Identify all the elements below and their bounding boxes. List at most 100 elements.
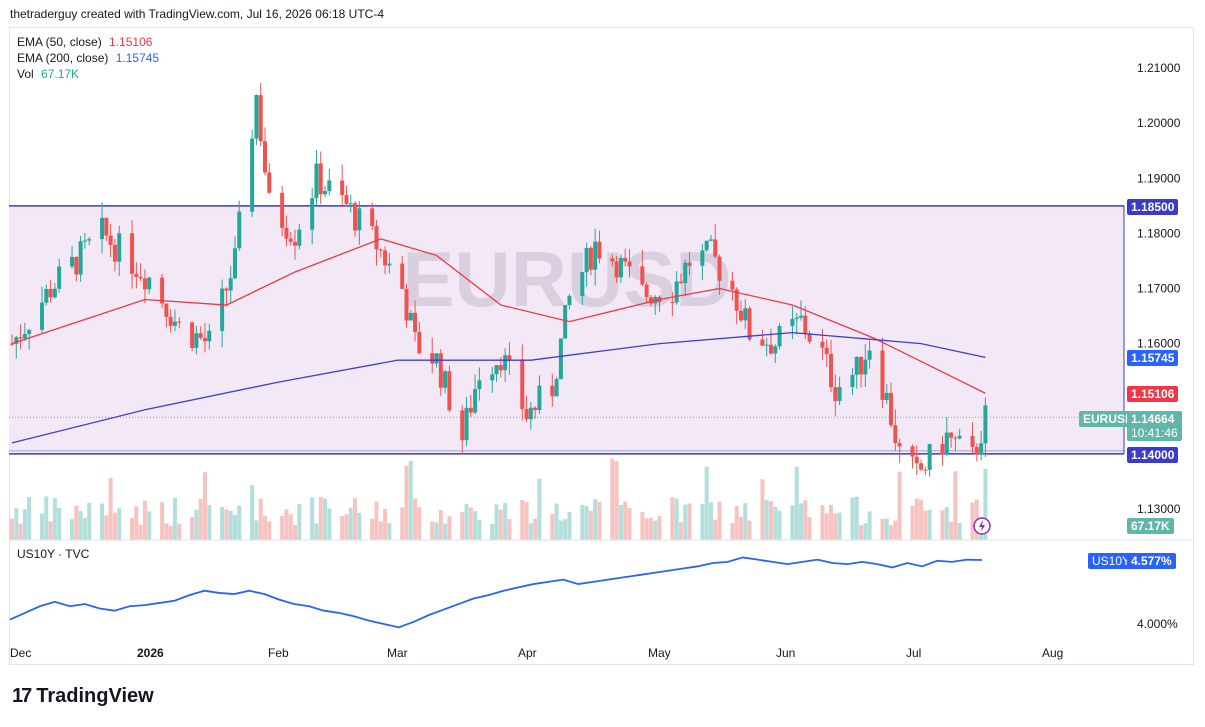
- volume-bar: [284, 509, 289, 540]
- volume-bar: [78, 511, 83, 540]
- candle-body: [803, 315, 808, 334]
- candle-body: [914, 456, 919, 464]
- volume-bar: [687, 503, 692, 540]
- volume-bar: [503, 503, 508, 540]
- legend-ema200[interactable]: EMA (200, close) 1.15745: [17, 50, 159, 66]
- candle-body: [288, 238, 293, 242]
- us10y-pane-title[interactable]: US10Y · TVC: [17, 547, 90, 561]
- volume-bar: [134, 506, 139, 540]
- volume-bar: [550, 514, 555, 540]
- volume-bar: [293, 525, 298, 540]
- volume-bar: [387, 523, 392, 540]
- candle-body: [117, 233, 122, 262]
- volume-bar: [640, 511, 645, 540]
- volume-bar: [644, 518, 649, 540]
- volume-bar: [297, 504, 302, 540]
- candle-body: [563, 305, 568, 339]
- volume-bar: [914, 498, 919, 540]
- volume-bar: [228, 510, 233, 540]
- volume-bar: [408, 460, 413, 540]
- candle-body: [168, 316, 173, 326]
- volume-bar: [172, 498, 177, 540]
- volume-bar: [889, 525, 894, 540]
- volume-bar: [48, 521, 53, 540]
- candle-body: [78, 241, 83, 275]
- candle-body: [730, 280, 735, 290]
- ema50-price-tag: 1.15106: [1127, 386, 1179, 402]
- candle-body: [618, 257, 623, 278]
- volume-bar: [460, 512, 465, 540]
- volume-bar: [957, 522, 962, 540]
- candle-body: [40, 302, 45, 330]
- volume-bar: [923, 510, 928, 540]
- candle-body: [949, 432, 954, 438]
- candle-body: [27, 329, 32, 335]
- volume-bar: [799, 503, 804, 540]
- candle-body: [408, 312, 413, 321]
- tradingview-logo[interactable]: 17 TradingView: [12, 685, 154, 708]
- volume-bar: [198, 499, 203, 540]
- candles[interactable]: [10, 82, 988, 477]
- volume-bar: [717, 501, 722, 540]
- candle-body: [250, 138, 255, 212]
- time-tick: Dec: [10, 646, 31, 660]
- candle-body: [284, 227, 289, 239]
- volume-bar: [100, 503, 105, 540]
- candle-body: [593, 241, 598, 270]
- candle-body: [747, 308, 752, 340]
- candle-body: [644, 284, 649, 298]
- candle-body: [220, 288, 225, 331]
- legend-ema200-label: EMA (200, close): [17, 51, 109, 65]
- volume-bar: [280, 516, 285, 540]
- candle-body: [108, 235, 113, 245]
- candle-body: [344, 194, 349, 204]
- volume-bar: [713, 519, 718, 540]
- candle-body: [944, 432, 949, 455]
- volume-bar: [859, 525, 864, 540]
- volume-bar: [138, 524, 143, 540]
- ema200-line[interactable]: [11, 331, 986, 444]
- price-axis[interactable]: 1.21000 1.20000 1.19000 1.18000 1.17000 1.160…: [1137, 61, 1181, 631]
- volume-bar: [537, 478, 542, 540]
- us10y-line[interactable]: [9, 556, 983, 629]
- candle-body: [507, 355, 512, 360]
- volume-bar: [558, 520, 563, 540]
- candle-body: [430, 353, 435, 364]
- volume-bar: [258, 498, 263, 540]
- us10y-last-tag: 4.577%: [1127, 553, 1176, 569]
- candle-body: [550, 385, 555, 397]
- volume-bar: [177, 523, 182, 540]
- last-price-tag: 1.14664 10:41:46: [1127, 411, 1182, 441]
- volume-bar: [237, 505, 242, 540]
- candle-body: [588, 247, 593, 270]
- candle-body: [640, 266, 645, 285]
- volume-bar: [777, 510, 782, 540]
- volume-bar: [327, 508, 332, 540]
- ema50-line[interactable]: [11, 238, 986, 394]
- candle-body: [957, 435, 962, 439]
- candle-body: [670, 302, 675, 304]
- time-axis[interactable]: Dec 2026 Feb Mar Apr May Jun Jul Aug: [10, 646, 1063, 660]
- volume-bar: [884, 518, 889, 540]
- candle-body: [533, 407, 538, 411]
- candle-body: [232, 248, 237, 279]
- volume-bar: [250, 485, 255, 540]
- volume-bar: [130, 518, 135, 540]
- legend-volume[interactable]: Vol 67.17K: [17, 66, 79, 82]
- price-tick: 1.13000: [1137, 502, 1181, 516]
- volume-bar: [477, 519, 482, 540]
- volume-bar: [262, 515, 267, 540]
- volume-bar: [803, 500, 808, 540]
- candle-body: [18, 337, 23, 339]
- candle-body: [404, 288, 409, 321]
- volume-bar: [413, 498, 418, 540]
- price-tick: 1.17000: [1137, 282, 1181, 296]
- volume-bar: [623, 501, 628, 540]
- candle-body: [554, 379, 559, 397]
- legend-ema50[interactable]: EMA (50, close) 1.15106: [17, 34, 152, 50]
- volume-bar: [614, 461, 619, 540]
- candle-body: [743, 308, 748, 321]
- flash-icon[interactable]: [973, 517, 991, 535]
- volume-bar: [340, 515, 345, 540]
